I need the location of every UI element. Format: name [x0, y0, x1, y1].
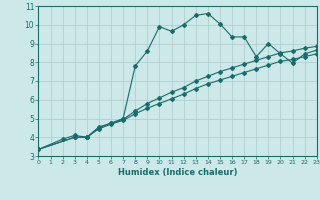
X-axis label: Humidex (Indice chaleur): Humidex (Indice chaleur)	[118, 168, 237, 177]
